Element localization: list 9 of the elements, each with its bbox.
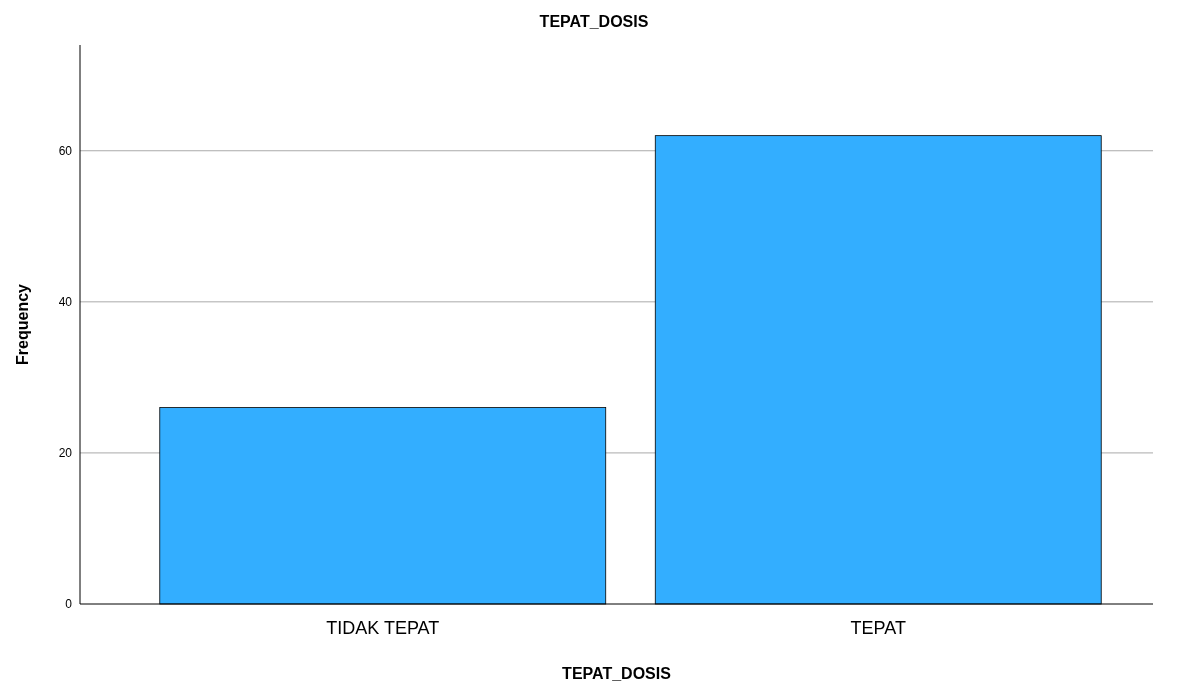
- y-tick-label: 60: [58, 143, 73, 158]
- x-tick-label: TIDAK TEPAT: [326, 618, 440, 638]
- y-tick-label: 0: [65, 597, 73, 612]
- y-tick-label: 40: [58, 295, 73, 310]
- chart-title: TEPAT_DOSIS: [539, 13, 649, 30]
- y-axis-title: Frequency: [14, 283, 31, 365]
- x-tick-label: TEPAT: [850, 618, 906, 638]
- y-tick-label: 20: [58, 446, 73, 461]
- x-axis-title: TEPAT_DOSIS: [562, 665, 672, 682]
